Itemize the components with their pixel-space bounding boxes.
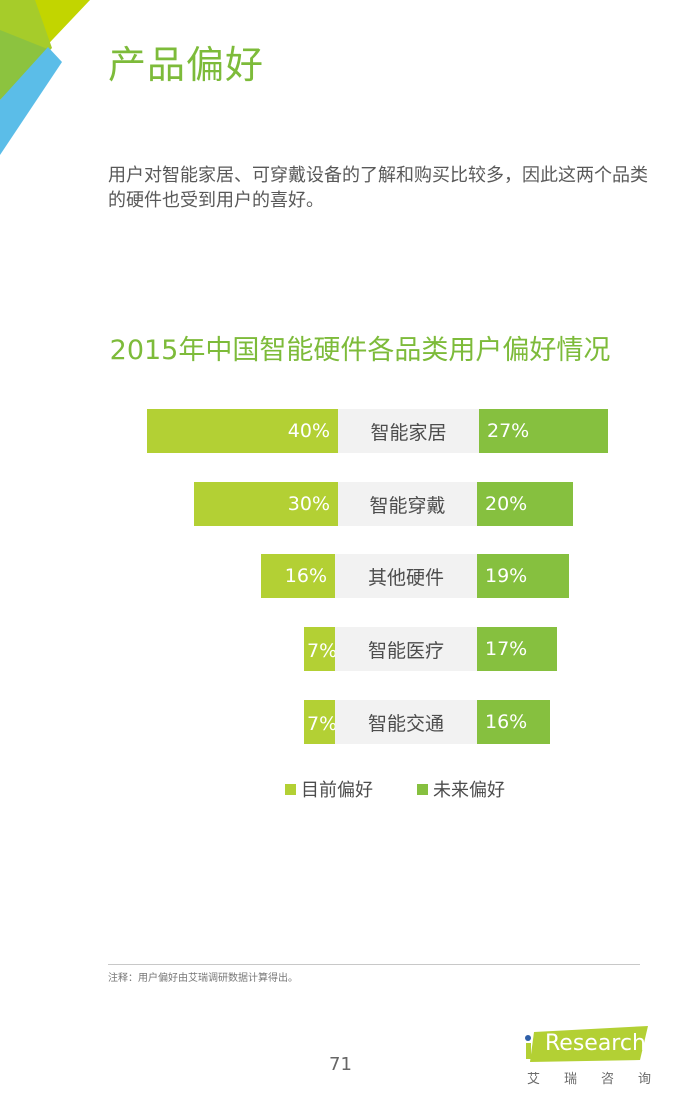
current-pref-bar: 7% [304,627,338,671]
logo-sub-char: 艾 [527,1072,541,1087]
chart-row-other-hardware: 16% 其他硬件 19% [0,554,680,598]
chart-row-smart-transport: 7% 智能交通 16% [0,700,680,744]
legend-item-current: 目前偏好 [285,776,373,802]
future-pref-bar: 27% [479,409,608,453]
category-label: 智能家居 [370,421,447,444]
legend-item-future: 未来偏好 [417,776,505,802]
legend-swatch-future [417,783,428,795]
current-pref-bar: 16% [261,554,335,598]
legend-label: 目前偏好 [301,780,373,801]
legend-swatch-current [285,783,296,795]
category-label-box: 其他硬件 [335,554,477,598]
logo-sub-char: 瑞 [563,1072,577,1087]
current-pref-bar: 30% [194,482,338,526]
intro-text: 用户对智能家居、可穿戴设备的了解和购买比较多，因此这两个品类的硬件也受到用户的喜… [108,165,648,211]
current-pref-value: 7% [307,640,338,662]
current-pref-value: 16% [284,565,327,587]
current-pref-bar: 7% [304,700,338,744]
future-pref-bar: 17% [477,627,557,671]
category-label-box: 智能医疗 [335,627,477,671]
category-label: 智能医疗 [367,639,444,662]
category-label-box: 智能穿戴 [338,482,477,526]
future-pref-value: 16% [485,711,528,733]
footnote: 注释：用户偏好由艾瑞调研数据计算得出。 [108,973,298,984]
category-label-box: 智能交通 [335,700,477,744]
chart-row-smart-wearable: 30% 智能穿戴 20% [0,482,680,526]
chart-title: 2015年中国智能硬件各品类用户偏好情况 [109,335,611,366]
category-label-box: 智能家居 [338,409,479,453]
category-label: 其他硬件 [367,566,444,589]
chart-row-smart-medical: 7% 智能医疗 17% [0,627,680,671]
future-pref-bar: 20% [477,482,573,526]
corner-decoration [0,0,90,155]
current-pref-value: 7% [307,713,338,735]
current-pref-bar: 40% [147,409,338,453]
future-pref-value: 27% [487,420,530,442]
page-title: 产品偏好 [108,43,265,87]
current-pref-value: 30% [287,493,330,515]
future-pref-value: 19% [485,565,528,587]
page-number: 71 [329,1054,352,1075]
legend-label: 未来偏好 [433,780,505,801]
current-pref-value: 40% [287,420,330,442]
footer-divider [108,964,640,965]
logo-sub-char: 咨 [600,1072,614,1087]
chart-legend: 目前偏好 未来偏好 [285,776,549,802]
future-pref-value: 20% [485,493,528,515]
chart-row-smart-home: 40% 智能家居 27% [0,409,680,453]
iresearch-logo [525,1026,648,1062]
logo-subtitle: 艾 瑞 咨 询 [527,1068,651,1087]
category-label: 智能穿戴 [369,494,446,517]
future-pref-bar: 16% [477,700,550,744]
category-label: 智能交通 [367,712,444,735]
logo-brand-text: Research [545,1031,646,1056]
future-pref-bar: 19% [477,554,569,598]
future-pref-value: 17% [485,638,528,660]
logo-sub-char: 询 [637,1072,651,1087]
